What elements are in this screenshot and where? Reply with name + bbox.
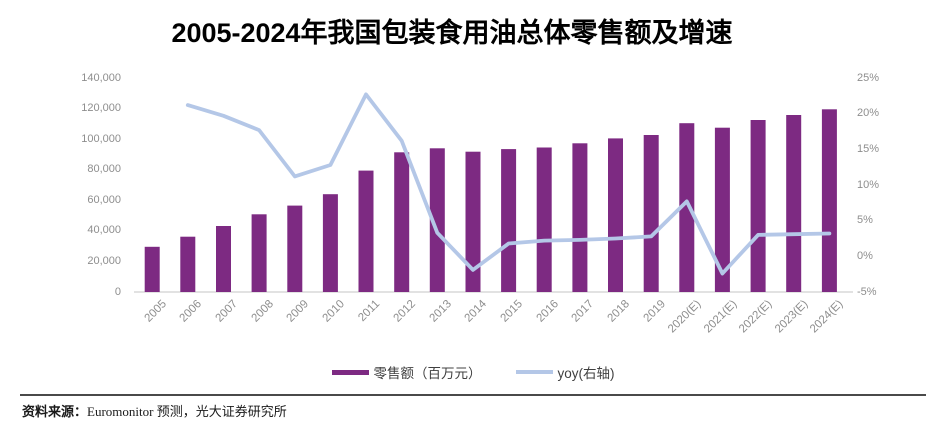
retail-legend-label: 零售额（百万元） [373, 366, 482, 381]
bar-2012 [394, 152, 410, 292]
chart-legend: 零售额（百万元） yoy(右轴) [0, 362, 946, 382]
bar-2016 [536, 147, 552, 292]
right-axis-tick--5%: -5% [857, 285, 877, 298]
right-axis-tick-5%: 5% [857, 214, 873, 227]
right-axis-tick-25%: 25% [857, 71, 880, 84]
bar-2019 [643, 135, 659, 292]
left-axis-tick-40,000: 40,000 [87, 224, 121, 237]
yoy-line [185, 92, 832, 276]
left-axis-tick-120,000: 120,000 [81, 102, 121, 115]
legend-item-retail: 零售额（百万元） [331, 362, 482, 382]
chart-title: 2005-2024年我国包装食用油总体零售额及增速 [171, 18, 733, 48]
source-note: 资料来源：Euromonitor 预测，光大证券研究所 [22, 401, 287, 420]
yoy-legend-swatch [515, 370, 553, 374]
bar-2010 [322, 194, 338, 292]
bar-2017 [572, 143, 588, 292]
bar-2024(E) [821, 109, 837, 292]
bar-2005 [144, 246, 160, 292]
right-axis-tick-0%: 0% [857, 249, 873, 262]
left-axis-tick-60,000: 60,000 [87, 193, 121, 206]
bar-2006 [180, 236, 196, 292]
right-axis-tick-15%: 15% [857, 142, 880, 155]
left-axis-tick-140,000: 140,000 [81, 71, 121, 84]
legend-item-yoy: yoy(右轴) [515, 362, 615, 382]
bar-2011 [358, 170, 374, 292]
bar-2009 [287, 205, 303, 292]
bar-2018 [608, 138, 623, 292]
right-axis-tick-10%: 10% [857, 178, 880, 191]
bar-2007 [216, 226, 231, 292]
bar-2022(E) [750, 120, 766, 292]
bar-2021(E) [714, 127, 730, 292]
left-axis-tick-20,000: 20,000 [87, 254, 121, 267]
bar-2023(E) [786, 115, 802, 292]
bar-2014 [465, 151, 481, 292]
bar-2013 [429, 148, 445, 292]
footer-divider [20, 394, 926, 396]
source-note-label: 资料来源： [22, 404, 88, 419]
bar-2020(E) [679, 123, 695, 292]
retail-legend-swatch [331, 369, 369, 375]
bar-2008 [251, 214, 267, 292]
yoy-legend-label: yoy(右轴) [557, 366, 615, 381]
right-axis-tick-20%: 20% [857, 107, 880, 120]
left-axis-tick-0: 0 [114, 285, 121, 298]
left-axis-tick-80,000: 80,000 [87, 163, 121, 176]
source-note-text: Euromonitor 预测，光大证券研究所 [87, 404, 287, 419]
left-axis-tick-100,000: 100,000 [81, 132, 121, 145]
bar-2015 [501, 149, 517, 292]
